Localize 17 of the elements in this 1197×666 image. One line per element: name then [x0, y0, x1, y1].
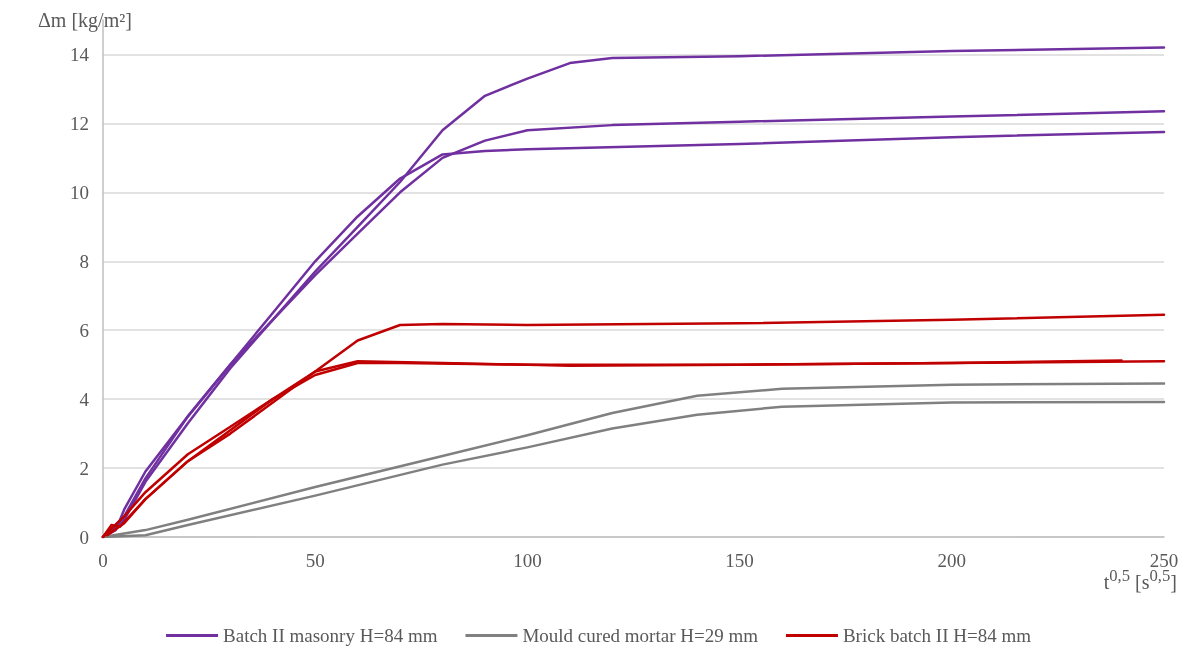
x-tick-label: 100: [513, 550, 542, 571]
y-tick-label: 14: [70, 43, 90, 65]
y-tick-label: 2: [79, 457, 89, 479]
y-axis-title: Δm [kg/m²]: [38, 9, 132, 32]
x-tick-label: 0: [98, 550, 108, 571]
y-tick-label: 8: [79, 250, 89, 272]
x-tick-label: 150: [725, 550, 754, 571]
y-tick-label: 0: [79, 526, 89, 548]
x-tick-label: 50: [305, 550, 325, 571]
legend-label: Mould cured mortar H=29 mm: [522, 625, 759, 646]
y-tick-label: 12: [70, 112, 89, 134]
y-tick-label: 10: [70, 181, 89, 203]
x-tick-label: 200: [937, 550, 967, 571]
legend-label: Brick batch II H=84 mm: [842, 625, 1032, 646]
legend-label: Batch II masonry H=84 mm: [223, 625, 438, 646]
y-tick-label: 6: [79, 319, 89, 341]
y-tick-label: 4: [79, 388, 90, 410]
